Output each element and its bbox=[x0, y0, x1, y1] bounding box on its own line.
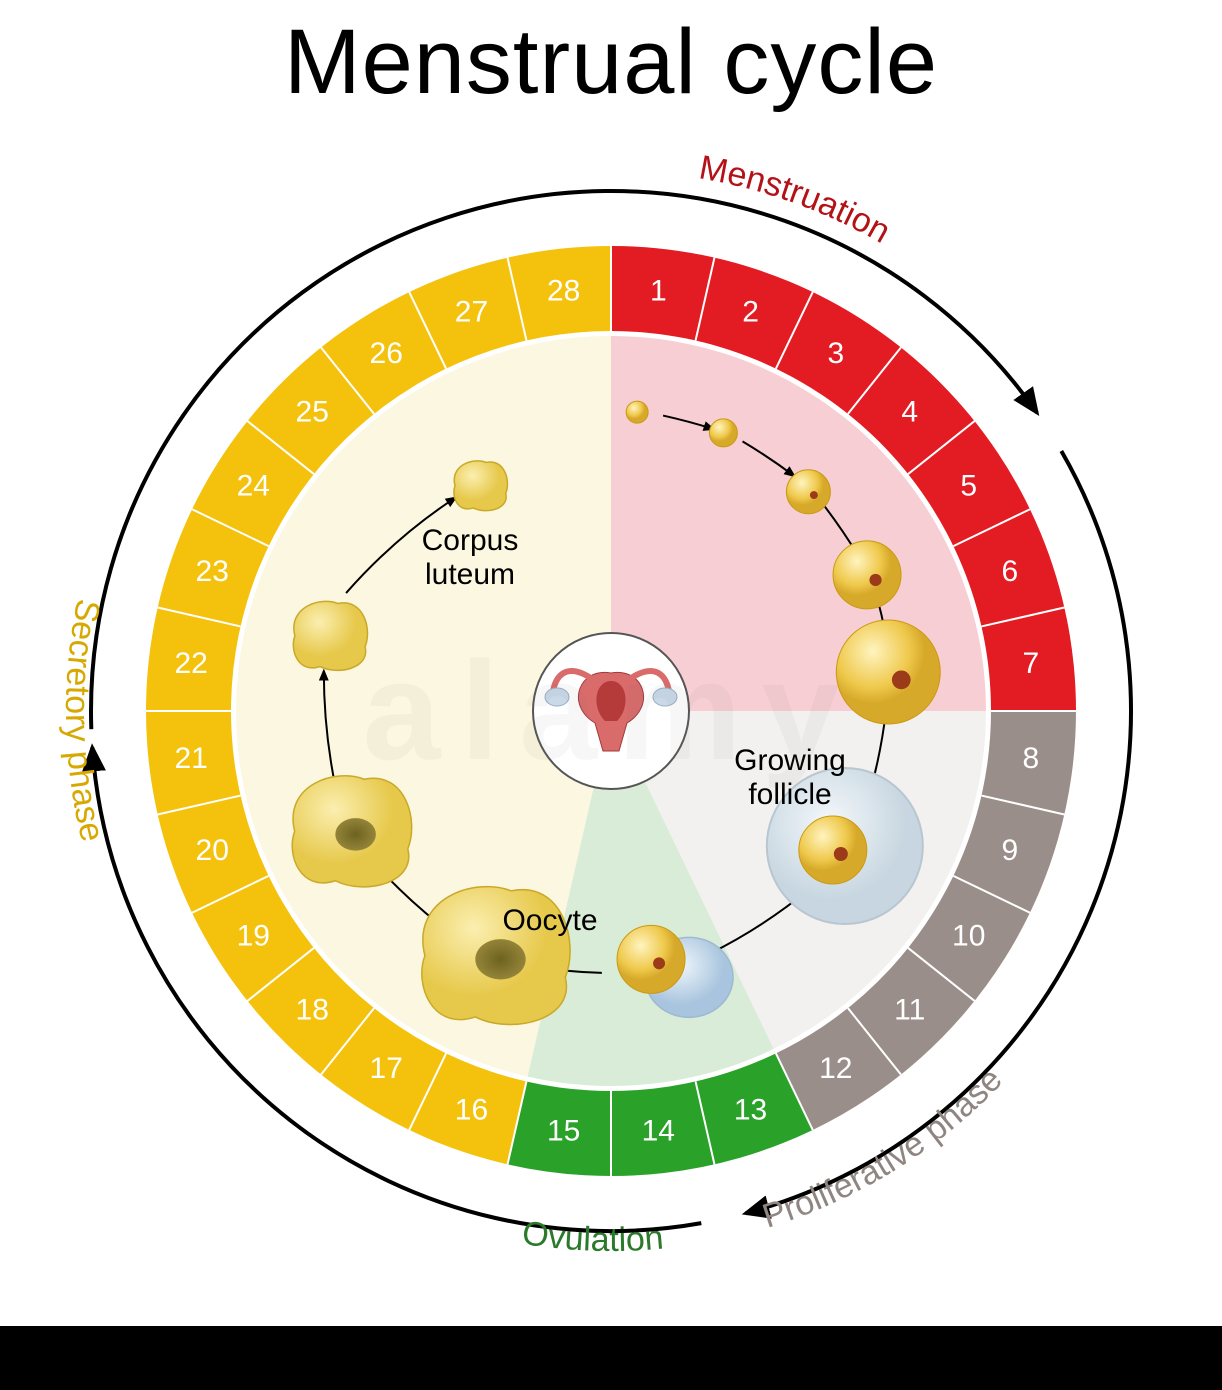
day-number-4: 4 bbox=[901, 396, 918, 429]
day-number-9: 9 bbox=[1001, 834, 1018, 867]
ovary-left bbox=[545, 688, 569, 706]
day-number-23: 23 bbox=[196, 555, 229, 588]
day-number-27: 27 bbox=[455, 296, 488, 329]
follicle-nucleus bbox=[869, 574, 881, 586]
day-number-14: 14 bbox=[642, 1114, 675, 1147]
mature-follicle-nucleus bbox=[834, 847, 848, 861]
phase-label-secretory: Secretory phase bbox=[58, 596, 112, 845]
day-number-25: 25 bbox=[296, 396, 329, 429]
label-corpus_luteum: luteum bbox=[425, 558, 515, 591]
label-growing_follicle: follicle bbox=[748, 778, 831, 811]
oocyte-nucleus bbox=[653, 957, 665, 969]
center-uterus bbox=[533, 633, 689, 789]
ovary-right bbox=[653, 688, 677, 706]
phase-label-menstruation: Menstruation bbox=[696, 150, 896, 251]
follicle-1 bbox=[709, 419, 737, 447]
day-number-10: 10 bbox=[952, 919, 985, 952]
day-number-18: 18 bbox=[296, 993, 329, 1026]
day-number-17: 17 bbox=[370, 1052, 403, 1085]
day-number-2: 2 bbox=[742, 296, 759, 329]
day-number-19: 19 bbox=[237, 919, 270, 952]
day-number-1: 1 bbox=[650, 275, 667, 308]
day-number-26: 26 bbox=[370, 337, 403, 370]
day-number-12: 12 bbox=[819, 1052, 852, 1085]
day-number-5: 5 bbox=[960, 470, 977, 503]
page-title: Menstrual cycle bbox=[0, 10, 1222, 115]
follicle-2 bbox=[786, 470, 830, 514]
day-number-6: 6 bbox=[1001, 555, 1018, 588]
day-number-16: 16 bbox=[455, 1093, 488, 1126]
corpus-luteum-core bbox=[335, 818, 376, 850]
day-number-24: 24 bbox=[237, 470, 270, 503]
cycle-diagram: 1234567891011121314151617181920212223242… bbox=[50, 150, 1172, 1272]
corpus-luteum-core bbox=[475, 939, 525, 979]
follicle-4 bbox=[836, 620, 940, 724]
follicle-3 bbox=[833, 541, 901, 609]
cycle-svg: 1234567891011121314151617181920212223242… bbox=[50, 150, 1172, 1272]
footer-bar bbox=[0, 1326, 1222, 1390]
day-number-20: 20 bbox=[196, 834, 229, 867]
label-corpus_luteum: Corpus bbox=[422, 524, 519, 557]
day-number-22: 22 bbox=[174, 647, 207, 680]
day-number-8: 8 bbox=[1022, 742, 1039, 775]
mature-follicle-oocyte bbox=[799, 816, 867, 884]
day-number-15: 15 bbox=[547, 1114, 580, 1147]
follicle-nucleus bbox=[892, 670, 911, 689]
uterus-cavity bbox=[596, 681, 625, 721]
label-oocyte: Oocyte bbox=[502, 904, 597, 937]
follicle-nucleus bbox=[810, 491, 818, 499]
day-number-11: 11 bbox=[894, 993, 925, 1026]
phase-label-ovulation: Ovulation bbox=[520, 1214, 665, 1259]
day-number-21: 21 bbox=[174, 742, 207, 775]
day-number-13: 13 bbox=[734, 1093, 767, 1126]
label-growing_follicle: Growing bbox=[734, 744, 846, 777]
corpus-luteum-2 bbox=[293, 601, 367, 670]
day-number-3: 3 bbox=[827, 337, 844, 370]
day-number-7: 7 bbox=[1022, 647, 1039, 680]
day-number-28: 28 bbox=[547, 275, 580, 308]
follicle-0 bbox=[626, 401, 648, 423]
oocyte-cell bbox=[617, 925, 685, 993]
corpus-luteum-3 bbox=[454, 461, 508, 511]
